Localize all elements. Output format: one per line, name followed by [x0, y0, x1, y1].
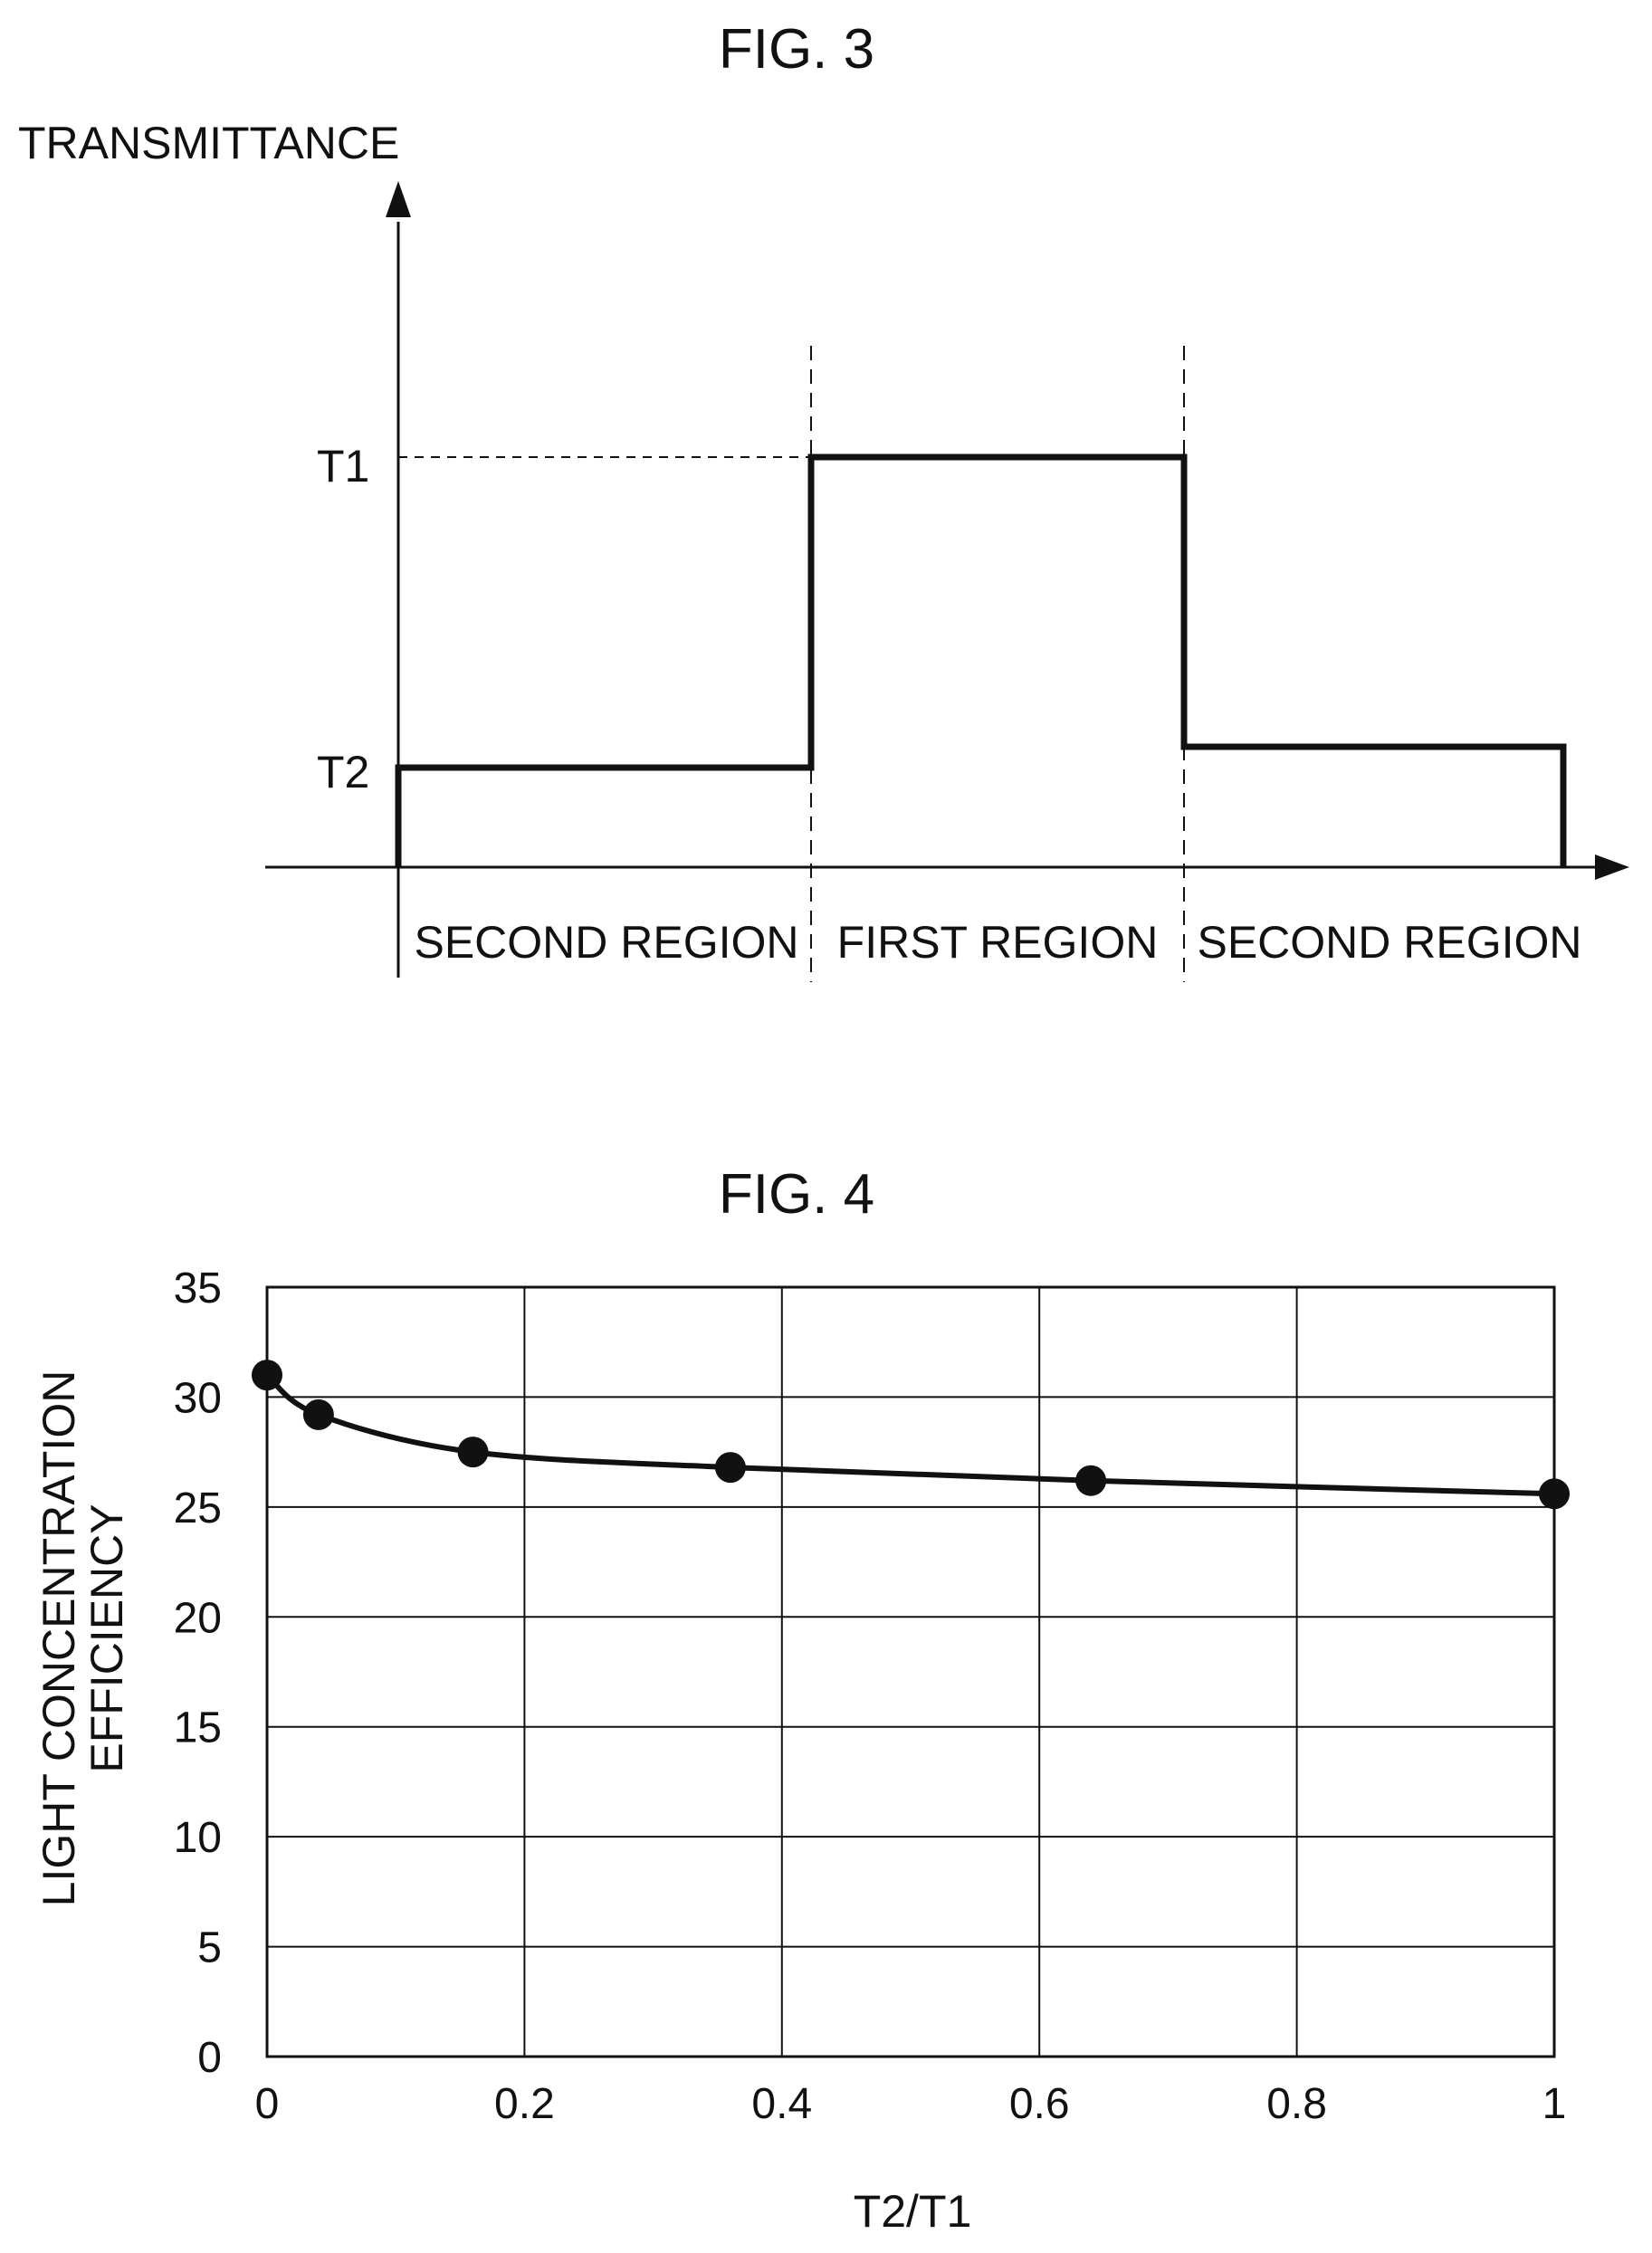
fig4-x-tick-label: 0.6: [1009, 2080, 1070, 2128]
fig3-t2-label: T2: [317, 747, 369, 797]
fig4-y-axis-label-line-1: LIGHT CONCENTRATION: [33, 1370, 84, 1907]
fig4-y-tick-label: 10: [174, 1814, 222, 1862]
fig3-t1-label: T1: [317, 441, 369, 492]
fig3-region-label-middle: FIRST REGION: [837, 917, 1159, 968]
fig4-y-tick-label: 5: [197, 1924, 222, 1972]
fig4-x-tick-label: 0: [255, 2080, 280, 2128]
fig4-data-point: [1539, 1478, 1570, 1510]
fig4-grid: [266, 1286, 1555, 2057]
fig4-series-line: [264, 1372, 1557, 1497]
fig4-title: FIG. 4: [719, 1163, 874, 1226]
fig4-data-point: [302, 1399, 334, 1430]
fig4-y-tick-label: 20: [174, 1594, 222, 1642]
fig4-y-tick-label: 15: [174, 1704, 222, 1752]
fig4-y-tick-label: 30: [174, 1374, 222, 1422]
fig3-title: FIG. 3: [719, 18, 874, 81]
fig4-data-point: [252, 1360, 282, 1391]
fig4-x-axis-label: T2/T1: [854, 2186, 972, 2237]
fig4-data-point: [457, 1437, 489, 1468]
fig4-y-tick-label: 25: [174, 1484, 222, 1532]
fig3-y-axis-label: TRANSMITTANCE: [18, 118, 399, 168]
fig3-x-axis-arrow: [1595, 854, 1629, 880]
fig4-x-tick-label: 0.8: [1266, 2080, 1327, 2128]
fig3-region-label-left: SECOND REGION: [414, 917, 798, 968]
fig3-region-label-right: SECOND REGION: [1197, 917, 1581, 968]
fig4-y-tick-label: 0: [197, 2034, 222, 2082]
fig4-data-points: [252, 1360, 1570, 1510]
fig4-x-tick-label: 1: [1542, 2080, 1567, 2128]
fig4-x-tick-label: 0.4: [751, 2080, 812, 2128]
fig4-plot-frame: [265, 1285, 1556, 2058]
fig4-data-point: [714, 1452, 746, 1484]
fig4-data-point: [1075, 1465, 1107, 1496]
fig4-x-tick-labels: 0 0.2 0.4 0.6 0.8 1: [255, 2080, 1567, 2128]
fig4-x-tick-label: 0.2: [494, 2080, 555, 2128]
fig4-y-tick-label: 35: [174, 1265, 222, 1313]
fig4-y-tick-labels: 0 5 10 15 20 25 30 35: [174, 1265, 222, 2082]
fig4-chart: FIG. 4 0 5 10 15 20 25 30 35 0 0.2 0.4 0.6 0.8 1 T2/…: [33, 1163, 1570, 2237]
fig3-transmittance-profile: [395, 453, 1567, 867]
fig4-y-axis-label-line-2: EFFICIENCY: [81, 1504, 132, 1772]
fig3-y-axis-arrow: [386, 181, 411, 217]
fig3-diagram: FIG. 3 TRANSMITTANCE T1 T2 SECOND REGION…: [18, 18, 1629, 982]
fig4-y-axis-label: LIGHT CONCENTRATION EFFICIENCY: [33, 1370, 132, 1907]
